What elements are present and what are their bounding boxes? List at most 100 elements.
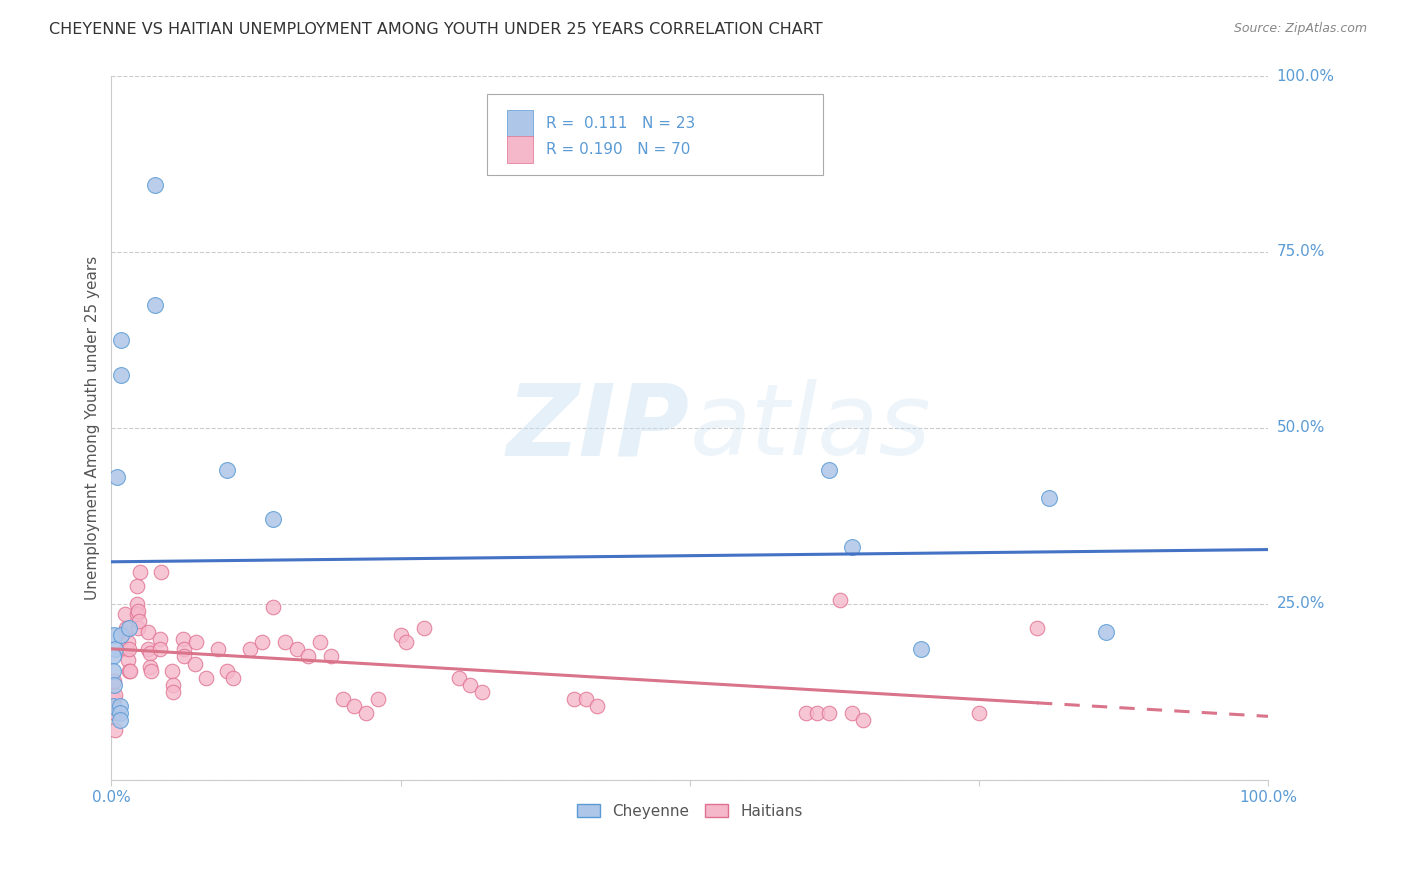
Point xyxy=(110,333,132,347)
Point xyxy=(117,653,139,667)
Point xyxy=(852,713,875,727)
Point xyxy=(125,597,148,611)
Text: ZIP: ZIP xyxy=(508,379,690,476)
Point xyxy=(104,688,127,702)
Point xyxy=(145,178,167,192)
Bar xyxy=(508,110,533,136)
Point xyxy=(575,691,598,706)
Point xyxy=(108,698,131,713)
Text: 75.0%: 75.0% xyxy=(1277,244,1324,260)
Point xyxy=(110,368,132,382)
Point xyxy=(458,678,481,692)
Point xyxy=(103,678,125,692)
Point xyxy=(173,649,195,664)
Point xyxy=(967,706,990,720)
Point xyxy=(412,621,434,635)
Point xyxy=(117,635,139,649)
Point xyxy=(149,632,172,646)
Point xyxy=(104,723,127,738)
Text: 50.0%: 50.0% xyxy=(1277,420,1324,435)
Point xyxy=(367,691,389,706)
Point xyxy=(110,628,132,642)
Y-axis label: Unemployment Among Youth under 25 years: Unemployment Among Youth under 25 years xyxy=(86,256,100,600)
Point xyxy=(128,615,150,629)
Point xyxy=(910,642,932,657)
Point xyxy=(104,706,127,720)
Point xyxy=(103,628,125,642)
Point xyxy=(332,691,354,706)
Point xyxy=(817,463,839,477)
Point xyxy=(395,635,418,649)
Point xyxy=(841,541,863,555)
Point xyxy=(118,664,141,678)
Point xyxy=(471,684,494,698)
Point xyxy=(115,642,138,657)
Point xyxy=(138,642,160,657)
Point xyxy=(217,463,239,477)
Point xyxy=(101,664,124,678)
Point xyxy=(586,698,609,713)
Bar xyxy=(508,136,533,162)
Point xyxy=(172,632,194,646)
Point xyxy=(1095,624,1118,639)
Point xyxy=(285,642,308,657)
Point xyxy=(806,706,828,720)
Point xyxy=(239,642,262,657)
Point xyxy=(127,621,149,635)
Point xyxy=(108,713,131,727)
Point xyxy=(297,649,319,664)
Point xyxy=(222,671,245,685)
Point xyxy=(125,579,148,593)
Text: Source: ZipAtlas.com: Source: ZipAtlas.com xyxy=(1233,22,1367,36)
Point xyxy=(129,565,152,579)
Point xyxy=(114,607,136,622)
Point xyxy=(343,698,366,713)
Point xyxy=(103,691,125,706)
Point xyxy=(150,565,173,579)
Point xyxy=(183,657,205,671)
Point xyxy=(139,664,162,678)
Point xyxy=(1038,491,1060,505)
Point xyxy=(195,671,218,685)
Point xyxy=(250,635,273,649)
Text: R =  0.111   N = 23: R = 0.111 N = 23 xyxy=(547,116,696,130)
Point xyxy=(207,642,229,657)
Point xyxy=(118,621,141,635)
Point xyxy=(101,698,124,713)
Legend: Cheyenne, Haitians: Cheyenne, Haitians xyxy=(571,797,808,825)
Point xyxy=(173,642,195,657)
Point xyxy=(138,646,160,660)
Point xyxy=(105,470,128,484)
Point xyxy=(354,706,377,720)
Text: atlas: atlas xyxy=(690,379,932,476)
Point xyxy=(115,621,138,635)
Point xyxy=(262,600,284,615)
Point xyxy=(841,706,863,720)
Point xyxy=(127,604,149,618)
Point xyxy=(162,678,184,692)
Point xyxy=(160,664,183,678)
Point xyxy=(149,642,172,657)
Point xyxy=(118,642,141,657)
Point xyxy=(217,664,239,678)
Point xyxy=(184,635,207,649)
Point xyxy=(104,642,127,657)
Text: 100.0%: 100.0% xyxy=(1277,69,1334,84)
Point xyxy=(830,593,852,607)
Point xyxy=(138,624,160,639)
Point xyxy=(794,706,817,720)
Point xyxy=(308,635,330,649)
Point xyxy=(101,649,124,664)
Point xyxy=(108,706,131,720)
Point xyxy=(1026,621,1049,635)
Point xyxy=(125,607,148,622)
Point xyxy=(562,691,585,706)
Point xyxy=(138,660,160,674)
Point xyxy=(118,664,141,678)
Point xyxy=(389,628,412,642)
Point xyxy=(817,706,839,720)
Text: R = 0.190   N = 70: R = 0.190 N = 70 xyxy=(547,142,690,157)
Point xyxy=(114,624,136,639)
Point xyxy=(162,684,184,698)
FancyBboxPatch shape xyxy=(488,94,823,175)
